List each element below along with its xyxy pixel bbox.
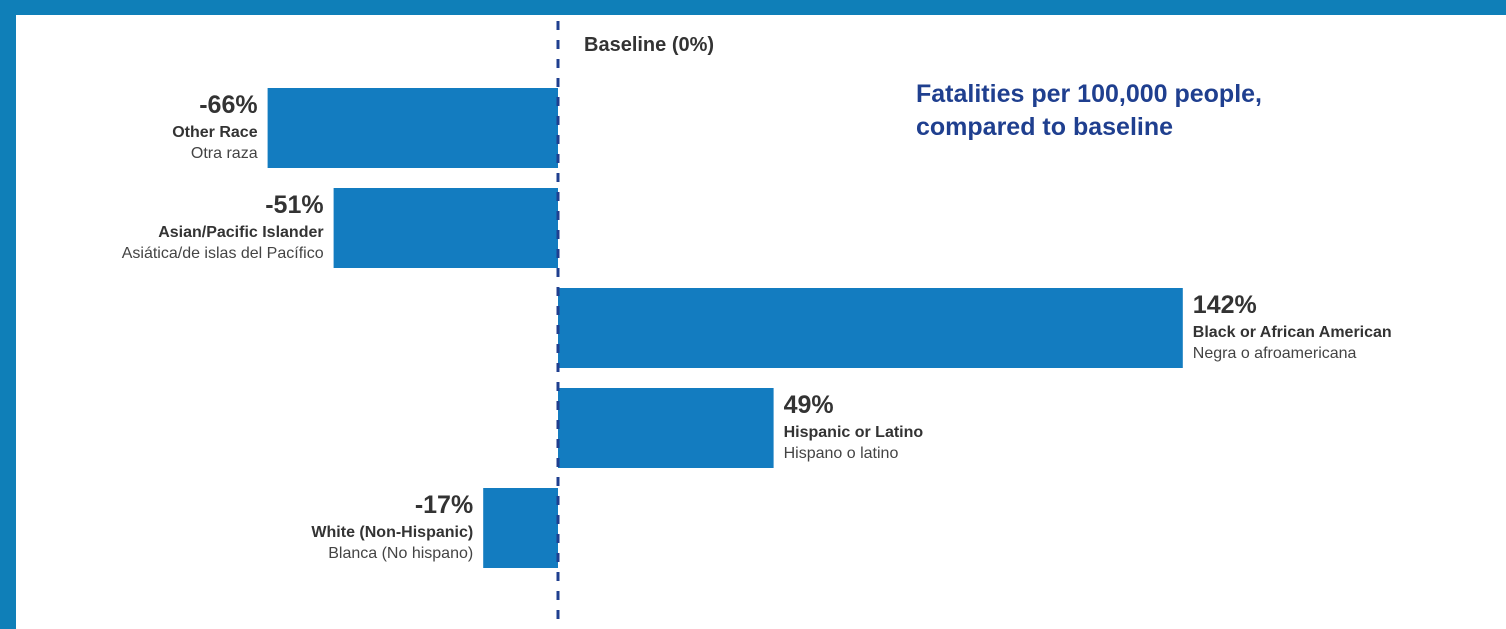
value-label-1: -51% [265, 191, 323, 219]
chart-title-line-2: compared to baseline [916, 113, 1174, 141]
value-label-2: 142% [1193, 291, 1257, 319]
value-label-0: -66% [199, 91, 257, 119]
category-label-es-0: Otra raza [191, 145, 258, 162]
category-label-3: Hispanic or Latino [784, 424, 924, 441]
bar-chart: -66% Other Race Otra raza -51% Asian/Pacific… [122, 21, 1392, 629]
category-label-es-4: Blanca (No hispano) [328, 545, 473, 562]
bar-1 [333, 188, 558, 268]
baseline-label: Baseline (0%) [584, 34, 714, 56]
category-label-1: Asian/Pacific Islander [158, 224, 323, 241]
bar-4 [483, 488, 558, 568]
chart-title: Fatalities per 100,000 people, compared … [916, 78, 1262, 144]
category-label-es-2: Negra o afroamericana [1193, 345, 1357, 362]
category-label-es-1: Asiática/de islas del Pacífico [122, 245, 324, 262]
bar-3 [558, 388, 774, 468]
category-label-2: Black or African American [1193, 324, 1392, 341]
category-label-es-3: Hispano o latino [784, 445, 899, 462]
chart-title-line-1: Fatalities per 100,000 people, [916, 80, 1262, 108]
category-label-0: Other Race [172, 124, 257, 141]
category-label-4: White (Non-Hispanic) [311, 524, 473, 541]
value-label-3: 49% [784, 391, 834, 419]
chart-panel: -66% Other Race Otra raza -51% Asian/Pacific… [16, 15, 1506, 629]
bar-0 [267, 88, 558, 168]
value-label-4: -17% [415, 491, 473, 519]
bar-2 [558, 288, 1183, 368]
